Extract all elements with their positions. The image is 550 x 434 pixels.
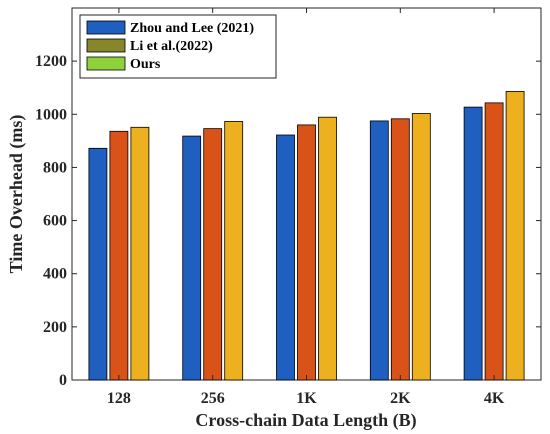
- y-axis-ticks: 0 200 400 600 800 1000 1200: [35, 53, 541, 389]
- x-tick-label: 128: [107, 390, 131, 407]
- x-tick-label: 2K: [390, 390, 411, 407]
- bar-zhou-and-lee-2021--128: [88, 147, 108, 381]
- bar-zhou-and-lee-2021--2k: [369, 120, 389, 381]
- y-tick-label: 0: [59, 372, 67, 389]
- y-axis-title: Time Overhead (ms): [6, 115, 27, 274]
- x-axis-ticks: 128 256 1K 2K 4K: [107, 8, 505, 407]
- y-tick-label: 800: [43, 159, 67, 176]
- y-tick-label: 1200: [35, 53, 67, 70]
- legend-label: Zhou and Lee (2021): [130, 21, 254, 36]
- y-tick-label: 600: [43, 213, 67, 230]
- legend-swatch: [86, 20, 126, 35]
- x-tick-label: 1K: [296, 390, 317, 407]
- x-tick-label: 256: [201, 390, 225, 407]
- bar-ours-128: [130, 126, 150, 381]
- bar-zhou-and-lee-2021--256: [182, 135, 202, 381]
- y-tick-label: 1000: [35, 106, 67, 123]
- bar-ours-256: [224, 121, 244, 381]
- bar-li-et-al-2022--1k: [297, 124, 316, 381]
- legend-swatch: [86, 56, 126, 71]
- bar-li-et-al-2022--256: [203, 128, 223, 381]
- legend-label: Li et al.(2022): [130, 39, 213, 54]
- legend-swatch: [86, 38, 126, 53]
- bars-group: [88, 91, 525, 381]
- bar-li-et-al-2022--2k: [390, 118, 410, 381]
- x-tick-label: 4K: [484, 390, 505, 407]
- y-tick-label: 400: [43, 266, 67, 283]
- x-axis-title: Cross-chain Data Length (B): [195, 410, 416, 431]
- bar-li-et-al-2022--128: [109, 130, 129, 381]
- bar-ours-4k: [505, 91, 525, 381]
- bar-zhou-and-lee-2021--1k: [276, 134, 295, 381]
- bar-ours-2k: [411, 113, 431, 381]
- bar-li-et-al-2022--4k: [484, 102, 504, 381]
- bar-ours-1k: [318, 116, 337, 381]
- legend-label: Ours: [130, 57, 161, 72]
- legend: Zhou and Lee (2021) Li et al.(2022) Ours: [79, 14, 277, 79]
- bar-zhou-and-lee-2021--4k: [463, 106, 483, 381]
- y-tick-label: 200: [43, 319, 67, 336]
